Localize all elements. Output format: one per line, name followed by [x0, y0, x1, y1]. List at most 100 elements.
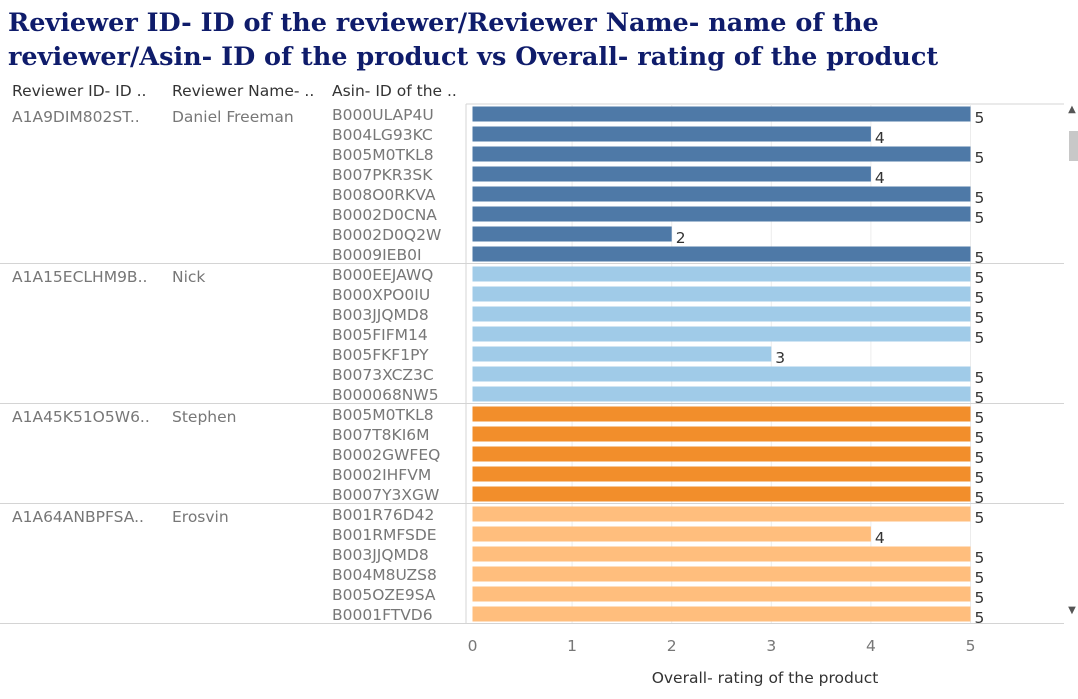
rating-value-label: 5 — [975, 109, 985, 127]
rating-bar[interactable] — [472, 606, 971, 622]
chevron-up-icon[interactable]: ▲ — [1068, 104, 1076, 115]
scrollbar-thumb[interactable] — [1069, 131, 1078, 161]
rating-bar[interactable] — [472, 246, 971, 262]
reviewer-id-label[interactable]: A1A45K51O5W6.. — [12, 408, 150, 426]
asin-column-header[interactable]: Asin- ID of the .. — [332, 82, 457, 100]
rating-value-label: 5 — [975, 309, 985, 327]
reviewer-name-label[interactable]: Nick — [172, 268, 205, 286]
rating-bar[interactable] — [472, 546, 971, 562]
rating-bar[interactable] — [472, 326, 971, 342]
asin-label[interactable]: B0002D0Q2W — [332, 226, 441, 244]
asin-label[interactable]: B0009IEB0I — [332, 246, 422, 264]
rating-value-label: 5 — [975, 609, 985, 627]
rating-value-label: 5 — [975, 249, 985, 267]
column-header-row: Reviewer ID- ID .. Reviewer Name- .. Asi… — [0, 80, 466, 102]
rating-value-label: 5 — [975, 209, 985, 227]
chart-title: Reviewer ID- ID of the reviewer/Reviewer… — [8, 8, 939, 72]
rating-value-label: 5 — [975, 289, 985, 307]
rating-bar[interactable] — [472, 446, 971, 462]
reviewer-name-column-header[interactable]: Reviewer Name- .. — [172, 82, 315, 100]
asin-label[interactable]: B005M0TKL8 — [332, 146, 434, 164]
rating-bar[interactable] — [472, 586, 971, 602]
rating-bar[interactable] — [472, 346, 772, 362]
asin-label[interactable]: B001R76D42 — [332, 506, 434, 524]
rating-bar[interactable] — [472, 566, 971, 582]
reviewer-id-label[interactable]: A1A9DIM802ST.. — [12, 108, 140, 126]
rating-bar[interactable] — [472, 506, 971, 522]
rating-bar[interactable] — [472, 406, 971, 422]
asin-label[interactable]: B005OZE9SA — [332, 586, 436, 604]
rating-value-label: 3 — [775, 349, 785, 367]
rating-value-label: 5 — [975, 589, 985, 607]
rating-bar[interactable] — [472, 206, 971, 222]
asin-label[interactable]: B005M0TKL8 — [332, 406, 434, 424]
rating-value-label: 5 — [975, 409, 985, 427]
x-tick-label: 0 — [468, 637, 478, 655]
x-tick-label: 5 — [966, 637, 976, 655]
reviewer-name-label[interactable]: Erosvin — [172, 508, 229, 526]
rating-value-label: 4 — [875, 169, 885, 187]
rating-bar[interactable] — [472, 366, 971, 382]
rating-value-label: 5 — [975, 429, 985, 447]
asin-label[interactable]: B003JJQMD8 — [332, 546, 429, 564]
rating-bar[interactable] — [472, 226, 672, 242]
asin-label[interactable]: B008O0RKVA — [332, 186, 436, 204]
rating-bar[interactable] — [472, 306, 971, 322]
rating-value-label: 5 — [975, 449, 985, 467]
asin-label[interactable]: B0073XCZ3C — [332, 366, 434, 384]
reviewer-id-label[interactable]: A1A64ANBPFSA.. — [12, 508, 144, 526]
rating-bar[interactable] — [472, 466, 971, 482]
reviewer-id-column-header[interactable]: Reviewer ID- ID .. — [12, 82, 147, 100]
asin-label[interactable]: B000EEJAWQ — [332, 266, 433, 284]
asin-label[interactable]: B001RMFSDE — [332, 526, 437, 544]
asin-label[interactable]: B000068NW5 — [332, 386, 439, 404]
rating-value-label: 5 — [975, 329, 985, 347]
asin-label[interactable]: B007PKR3SK — [332, 166, 433, 184]
rating-bar[interactable] — [472, 186, 971, 202]
rating-value-label: 4 — [875, 129, 885, 147]
rating-value-label: 5 — [975, 489, 985, 507]
asin-label[interactable]: B004M8UZS8 — [332, 566, 437, 584]
rating-bar[interactable] — [472, 106, 971, 122]
rating-value-label: 4 — [875, 529, 885, 547]
x-tick-label: 6 — [1065, 637, 1066, 655]
x-tick-label: 2 — [667, 637, 677, 655]
rating-value-label: 5 — [975, 369, 985, 387]
asin-label[interactable]: B0001FTVD6 — [332, 606, 433, 624]
asin-label[interactable]: B007T8KI6M — [332, 426, 430, 444]
asin-label[interactable]: B0007Y3XGW — [332, 486, 439, 504]
x-axis-title[interactable]: Overall- rating of the product — [652, 669, 879, 687]
rating-bar[interactable] — [472, 286, 971, 302]
asin-label[interactable]: B0002D0CNA — [332, 206, 437, 224]
x-tick-label: 1 — [567, 637, 577, 655]
rating-bar[interactable] — [472, 426, 971, 442]
asin-label[interactable]: B003JJQMD8 — [332, 306, 429, 324]
asin-label[interactable]: B004LG93KC — [332, 126, 433, 144]
rating-value-label: 5 — [975, 269, 985, 287]
asin-label[interactable]: B000ULAP4U — [332, 106, 434, 124]
reviewer-id-label[interactable]: A1A15ECLHM9B.. — [12, 268, 147, 286]
rating-bar[interactable] — [472, 166, 871, 182]
rating-bar[interactable] — [472, 266, 971, 282]
rating-value-label: 5 — [975, 569, 985, 587]
x-tick-label: 4 — [866, 637, 876, 655]
asin-label[interactable]: B000XPO0IU — [332, 286, 430, 304]
reviewer-name-label[interactable]: Daniel Freeman — [172, 108, 294, 126]
asin-label[interactable]: B0002IHFVM — [332, 466, 431, 484]
reviewer-name-label[interactable]: Stephen — [172, 408, 236, 426]
rating-bar[interactable] — [472, 486, 971, 502]
rating-value-label: 5 — [975, 149, 985, 167]
rating-bar[interactable] — [472, 386, 971, 402]
rating-value-label: 5 — [975, 549, 985, 567]
asin-label[interactable]: B005FIFM14 — [332, 326, 428, 344]
asin-label[interactable]: B005FKF1PY — [332, 346, 429, 364]
asin-label[interactable]: B0002GWFEQ — [332, 446, 440, 464]
chevron-down-icon[interactable]: ▼ — [1068, 605, 1076, 616]
rating-bar[interactable] — [472, 526, 871, 542]
x-tick-label: 3 — [766, 637, 776, 655]
vertical-scrollbar[interactable]: ▲ ▼ — [1066, 104, 1078, 623]
rating-bar[interactable] — [472, 146, 971, 162]
rating-bar[interactable] — [472, 126, 871, 142]
rating-value-label: 5 — [975, 189, 985, 207]
